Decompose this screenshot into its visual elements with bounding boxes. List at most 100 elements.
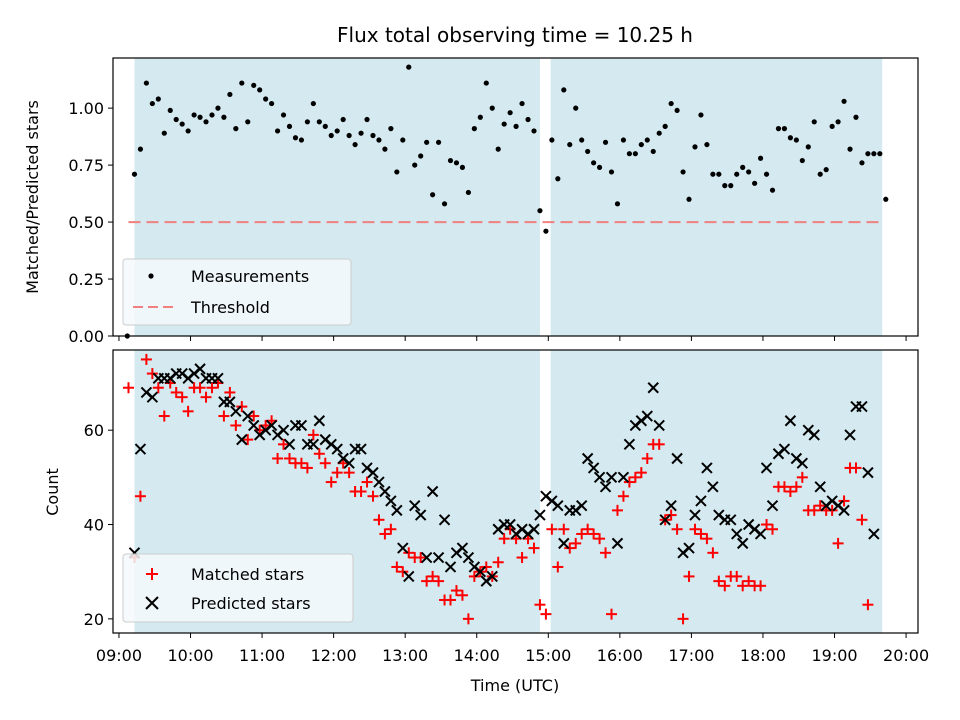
predicted-star-point (283, 438, 296, 451)
predicted-star-point (212, 372, 224, 385)
predicted-star-point (409, 499, 421, 512)
matched-star-point (224, 386, 236, 398)
matched-star-point (355, 486, 367, 497)
top-legend-box (122, 258, 352, 326)
measurement-point (811, 119, 817, 125)
matched-star-point (403, 547, 415, 559)
matched-star-point (790, 481, 802, 493)
top-y-tick-label: 0.75 (68, 156, 104, 175)
predicted-star-point (558, 537, 570, 550)
measurements-legend-label: Measurements (191, 267, 309, 286)
predicted-star-point (379, 485, 391, 498)
predicted-star-point (397, 542, 409, 554)
predicted-star-point (313, 415, 326, 427)
matched-star-point (158, 410, 170, 422)
measurement-point (370, 132, 376, 139)
matched-star-point (242, 434, 254, 446)
top-x-ticks (118, 336, 907, 341)
measurement-point (227, 91, 233, 98)
measurement-point (763, 171, 770, 177)
matched-star-point (427, 570, 439, 582)
measurement-point (775, 126, 782, 132)
predicted-star-point (689, 509, 701, 521)
predicted-star-point (194, 363, 206, 375)
matched-star-point (707, 547, 719, 559)
measurement-point (602, 139, 609, 145)
measurement-point (740, 164, 746, 170)
predicted-star-point (534, 509, 546, 521)
predicted-legend-label: Predicted stars (191, 594, 311, 613)
matched-star-point (737, 580, 749, 592)
measurement-point (346, 132, 352, 139)
predicted-star-point (575, 499, 588, 512)
measurement-point (710, 171, 716, 177)
matched-star-point (498, 533, 510, 545)
measurement-point (543, 228, 549, 234)
predicted-star-point (766, 499, 779, 512)
predicted-star-point (343, 457, 355, 469)
measurement-point (817, 171, 823, 177)
measurement-point (251, 82, 257, 88)
predicted-star-point (438, 514, 451, 526)
matched-star-point (731, 570, 743, 582)
measurement-point (161, 130, 167, 136)
predicted-star-point (307, 438, 320, 451)
matched-star-point (743, 575, 755, 587)
predicted-star-point (683, 542, 695, 554)
matched-star-point (606, 608, 618, 620)
measurement-point (489, 105, 495, 111)
predicted-star-point (391, 504, 403, 517)
top-y-tick-label: 0.00 (68, 327, 104, 346)
top-axes-frame (112, 57, 919, 337)
matched-star-point (134, 490, 146, 502)
bottom-legend-box (122, 553, 354, 623)
matched-star-point (480, 561, 492, 573)
matched-star-point (665, 509, 677, 521)
measurement-point (143, 80, 149, 86)
measurement-point (167, 107, 173, 114)
matched-star-point (582, 523, 594, 535)
predicted-star-point (814, 481, 826, 493)
predicted-star-point (844, 429, 856, 441)
measurement-point (459, 164, 466, 170)
x-tick-label: 18:00 (740, 646, 786, 665)
measurement-point (644, 137, 650, 143)
x-axis-label: Time (UTC) (470, 676, 559, 695)
measurement-point (239, 80, 245, 86)
matched-star-point (325, 476, 337, 488)
matched-star-point (767, 523, 779, 535)
measurement-point (591, 160, 597, 166)
matched-star-point (433, 575, 445, 587)
matched-star-point (385, 523, 397, 535)
matched-legend-label: Matched stars (191, 565, 304, 584)
measurement-point (704, 141, 710, 148)
predicted-star-point (242, 410, 254, 422)
x-tick-label: 16:00 (597, 646, 643, 665)
predicted-star-point (665, 499, 677, 512)
predicted-star-point (385, 495, 397, 507)
predicted-star-point (784, 415, 797, 427)
measurement-point (286, 123, 293, 129)
matched-star-point (677, 613, 689, 625)
matched-star-point (814, 500, 826, 512)
measurement-point (507, 110, 513, 116)
matched-star-point (546, 523, 558, 535)
measurement-point (316, 119, 322, 125)
measurement-point (877, 151, 883, 157)
measurement-point (441, 201, 448, 207)
top-y-tick-label: 1.00 (68, 99, 104, 118)
measurement-point (304, 119, 310, 125)
measurement-point (263, 96, 269, 102)
predicted-star-point (838, 504, 850, 517)
measurement-point (358, 130, 364, 136)
measurement-point (716, 171, 722, 177)
measurement-point (614, 201, 621, 207)
matched-star-point (462, 613, 474, 625)
matched-star-point (623, 476, 635, 488)
measurement-point (596, 164, 603, 170)
measurement-point (769, 187, 776, 193)
top-y-ticks: 0.00 0.25 0.50 0.75 1.00 (68, 99, 113, 346)
matched-star-point (534, 599, 546, 611)
matched-star-point (808, 504, 820, 516)
measurement-point (650, 148, 656, 155)
